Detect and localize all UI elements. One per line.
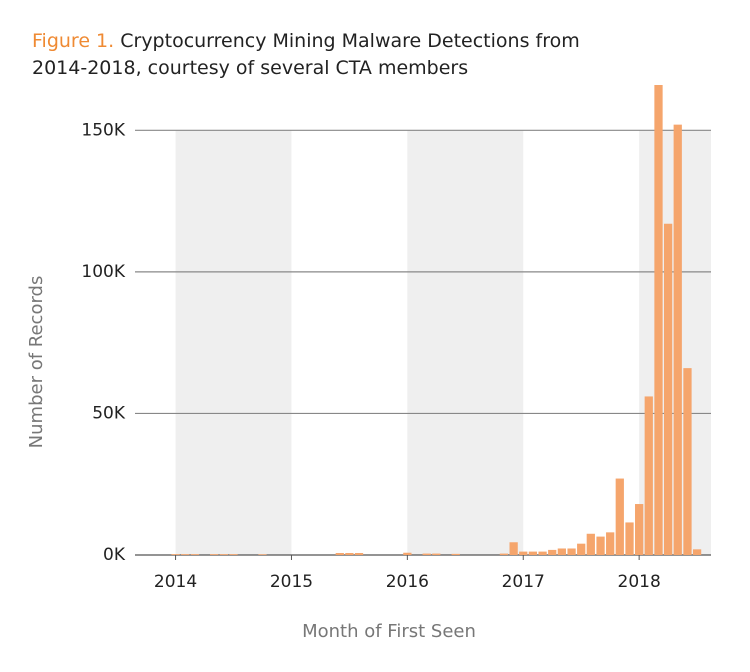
bar bbox=[451, 553, 460, 555]
bar bbox=[403, 552, 412, 555]
bar bbox=[229, 554, 238, 555]
year-band bbox=[407, 130, 524, 555]
bar bbox=[422, 553, 431, 555]
bar bbox=[210, 554, 219, 555]
bar bbox=[615, 478, 624, 555]
bar bbox=[528, 551, 537, 555]
x-axis-label: Month of First Seen bbox=[302, 621, 476, 642]
bar bbox=[499, 553, 509, 555]
bar bbox=[190, 554, 200, 555]
bar bbox=[171, 554, 180, 555]
bar bbox=[663, 223, 673, 556]
bar bbox=[538, 551, 547, 555]
figure-label: Figure 1. bbox=[32, 30, 115, 52]
bar bbox=[345, 553, 354, 555]
bar bbox=[596, 536, 605, 555]
bar bbox=[519, 551, 528, 555]
bar bbox=[644, 396, 653, 555]
x-tick-label: 2014 bbox=[154, 572, 197, 592]
bar bbox=[354, 553, 364, 555]
y-tick-label: 0K bbox=[103, 545, 126, 565]
y-tick-label: 100K bbox=[81, 262, 125, 282]
bar bbox=[673, 124, 682, 556]
bar bbox=[567, 548, 576, 555]
y-axis-label: Number of Records bbox=[26, 276, 47, 449]
x-tick-label: 2018 bbox=[618, 572, 661, 592]
bar bbox=[335, 553, 344, 555]
year-band bbox=[175, 130, 292, 555]
bar bbox=[654, 85, 663, 555]
bar bbox=[577, 543, 586, 555]
bar bbox=[258, 554, 267, 555]
x-tick-label: 2015 bbox=[270, 572, 313, 592]
bar bbox=[181, 554, 190, 555]
bar bbox=[683, 368, 692, 555]
bar bbox=[586, 533, 595, 555]
bar bbox=[606, 532, 615, 555]
y-tick-label: 150K bbox=[81, 120, 125, 140]
bar bbox=[692, 549, 702, 555]
y-tick-label: 50K bbox=[92, 403, 126, 423]
chart-title: Figure 1. Cryptocurrency Mining Malware … bbox=[32, 28, 632, 82]
bar bbox=[219, 554, 229, 555]
bar bbox=[548, 549, 557, 555]
bar bbox=[432, 553, 441, 555]
x-tick-label: 2017 bbox=[502, 572, 545, 592]
bar bbox=[557, 548, 566, 555]
title-text: Cryptocurrency Mining Malware Detections… bbox=[32, 30, 580, 79]
bar bbox=[635, 504, 644, 555]
x-tick-label: 2016 bbox=[386, 572, 429, 592]
bar bbox=[625, 522, 634, 555]
bar bbox=[509, 542, 518, 555]
